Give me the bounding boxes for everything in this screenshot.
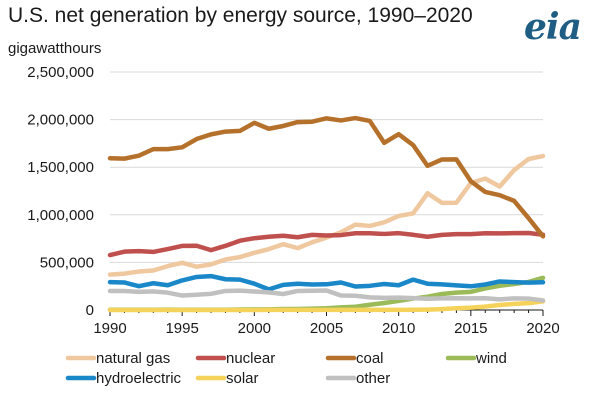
legend-label: wind	[475, 350, 507, 367]
y-axis-ticks: 0 500,000 1,000,000 1,500,000 2,000,000 2,500…	[27, 64, 94, 319]
x-tick-label: 1990	[93, 320, 126, 337]
series-line-hydroelectric	[107, 273, 546, 292]
x-tick-label: 2005	[310, 320, 343, 337]
x-tick-label: 2010	[382, 320, 415, 337]
y-tick-label: 0	[86, 302, 94, 319]
x-tick-label: 2020	[526, 320, 559, 337]
legend-label: natural gas	[96, 350, 170, 367]
series-line-solar	[107, 299, 546, 313]
legend-label: coal	[356, 350, 384, 367]
series-line-coal	[107, 115, 546, 239]
legend-label: other	[356, 370, 390, 387]
x-tick-label: 1995	[165, 320, 198, 337]
y-tick-label: 1,000,000	[27, 207, 94, 224]
x-tick-label: 2015	[454, 320, 487, 337]
legend-label: nuclear	[226, 350, 275, 367]
y-axis-unit-label: gigawatthours	[8, 40, 102, 57]
y-tick-label: 500,000	[40, 254, 94, 271]
legend-label: hydroelectric	[96, 370, 182, 387]
y-tick-label: 1,500,000	[27, 159, 94, 176]
legend: natural gas nuclear coal wind hydroelectric s…	[65, 350, 507, 387]
x-tick-label: 2000	[238, 320, 271, 337]
series-line-natural-gas	[107, 153, 546, 277]
eia-logo-text: eia	[524, 6, 582, 48]
series-line-other	[107, 288, 546, 303]
series-line-nuclear	[107, 230, 546, 258]
x-axis: 1990 1995 2000 2005 2010 2015 2020	[93, 309, 560, 337]
y-tick-label: 2,000,000	[27, 112, 94, 129]
chart-title: U.S. net generation by energy source, 19…	[8, 4, 473, 27]
series-lines	[107, 115, 546, 313]
legend-label: solar	[226, 370, 259, 387]
eia-logo: eia	[524, 4, 590, 48]
y-tick-label: 2,500,000	[27, 64, 94, 81]
